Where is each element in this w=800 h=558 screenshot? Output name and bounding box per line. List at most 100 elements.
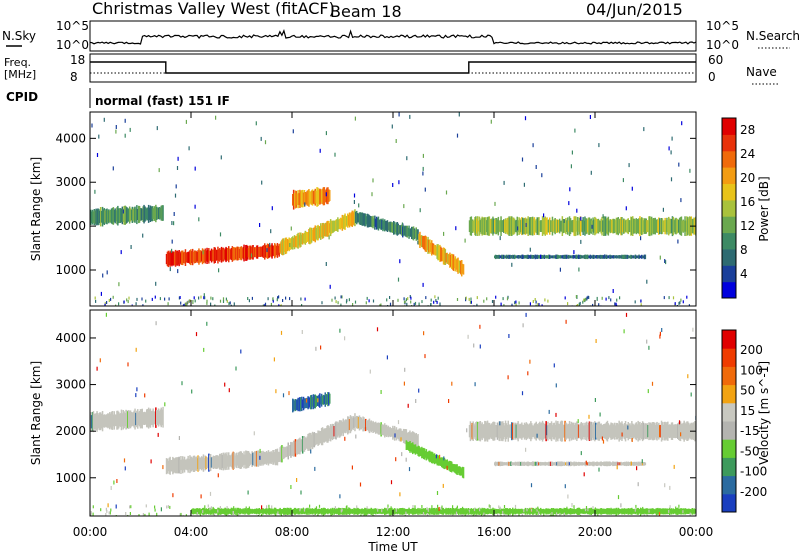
echo-cell <box>399 225 401 235</box>
echo-cell <box>469 421 472 442</box>
echo-cell <box>117 410 119 430</box>
echo-cell <box>582 425 584 437</box>
echo-cell <box>109 209 112 223</box>
echo-cell <box>558 461 561 467</box>
echo-cell <box>305 231 307 243</box>
noise-echo <box>680 198 682 203</box>
echo-cell <box>367 419 370 432</box>
echo-cell <box>269 452 271 464</box>
echo-cell <box>361 508 363 515</box>
echo-cell <box>572 509 574 514</box>
echo-cell <box>344 509 346 514</box>
noise-echo <box>171 239 173 244</box>
echo-cell <box>443 509 445 514</box>
echo-cell <box>324 428 326 442</box>
echo-cell <box>452 464 455 472</box>
noise-echo <box>144 393 146 398</box>
echo-cell <box>311 397 314 407</box>
noise-echo <box>418 388 420 393</box>
ground-echo <box>318 511 320 515</box>
echo-cell <box>503 219 505 233</box>
power-echoes <box>90 112 696 306</box>
ground-echo <box>587 508 589 512</box>
echo-cell <box>446 252 448 264</box>
echo-cell <box>690 509 693 514</box>
echo-cell <box>140 409 143 429</box>
echo-cell <box>302 509 305 514</box>
echo-cell <box>254 451 256 467</box>
ground-echo <box>203 296 205 300</box>
echo-cell <box>338 420 341 438</box>
echo-cell <box>311 189 314 206</box>
ground-echo <box>483 512 485 516</box>
noise-echo <box>625 312 628 317</box>
echo-cell <box>584 216 586 236</box>
echo-cell <box>423 236 426 250</box>
echo-cell <box>627 218 629 235</box>
echo-cell <box>243 509 245 514</box>
ground-echo <box>507 512 510 516</box>
ground-echo <box>226 513 228 516</box>
echo-cell <box>422 448 424 458</box>
echo-cell <box>594 421 596 442</box>
echo-cell <box>280 241 282 254</box>
ground-echo <box>406 302 408 306</box>
echo-cell <box>384 425 387 436</box>
echo-cell <box>341 422 344 434</box>
echo-cell <box>338 219 340 230</box>
ground-echo <box>187 300 189 304</box>
echo-cell <box>561 461 564 466</box>
echo-cell <box>579 254 582 259</box>
echo-cell <box>360 417 362 430</box>
echo-cell <box>584 508 586 515</box>
echo-cell <box>121 413 124 427</box>
echo-cell <box>397 223 399 235</box>
echo-cell <box>215 249 217 261</box>
echo-cell <box>480 509 482 514</box>
ground-echo <box>491 300 494 303</box>
ground-echo <box>278 304 280 306</box>
noise-echo <box>580 239 582 244</box>
echo-cell <box>619 218 621 234</box>
noise-echo <box>102 273 104 278</box>
echo-cell <box>375 216 378 230</box>
echo-cell <box>585 218 587 235</box>
echo-cell <box>562 509 564 514</box>
echo-cell <box>578 462 581 466</box>
noise-echo <box>224 382 226 387</box>
echo-cell <box>417 445 419 456</box>
echo-cell <box>542 422 545 440</box>
echo-cell <box>275 509 278 514</box>
echo-cell <box>657 424 659 438</box>
echo-cell <box>493 218 495 234</box>
echo-cell <box>203 250 206 262</box>
echo-cell <box>406 432 408 442</box>
echo-cell <box>183 251 186 264</box>
noise-echo <box>647 389 649 394</box>
echo-cell <box>237 455 239 466</box>
echo-cell <box>299 397 301 412</box>
echo-cell <box>484 420 486 442</box>
ground-echo <box>118 302 120 306</box>
echo-cell <box>328 509 330 514</box>
echo-cell <box>562 219 564 234</box>
echo-cell <box>293 193 296 207</box>
echo-cell <box>551 508 554 515</box>
echo-cell <box>506 218 509 235</box>
echo-cell <box>460 508 463 515</box>
echo-cell <box>248 245 251 260</box>
freq-unit-label: [MHz] <box>4 68 36 81</box>
echo-cell <box>477 220 480 232</box>
colorbar-tick-label: -50 <box>740 444 760 458</box>
ground-echo <box>354 300 357 304</box>
echo-cell <box>340 218 343 229</box>
echo-cell <box>640 424 642 438</box>
echo-cell <box>508 216 510 236</box>
echo-cell <box>555 508 557 514</box>
noise-echo <box>442 483 444 488</box>
echo-cell <box>155 204 157 223</box>
echo-cell <box>320 190 323 203</box>
echo-cell <box>396 222 399 236</box>
echo-cell <box>558 423 560 439</box>
